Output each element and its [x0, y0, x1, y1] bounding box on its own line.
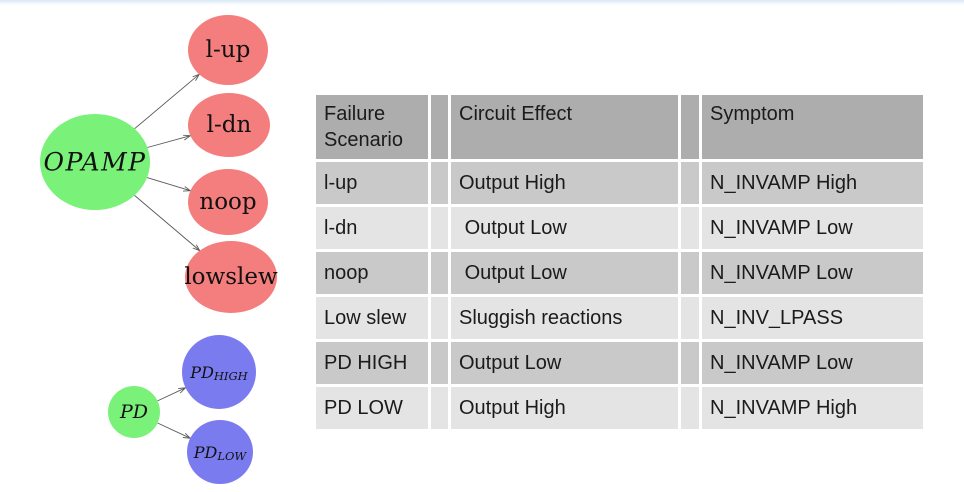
cell-scenario: PD LOW — [316, 387, 428, 429]
node-lowslew — [185, 241, 277, 313]
edge-opamp-noop — [146, 177, 190, 191]
node-opamp-label: OPAMP — [44, 148, 147, 177]
cell-effect: Output Low — [451, 207, 678, 249]
cell-spacer — [681, 162, 699, 204]
pd-high-subscript: HIGH — [213, 369, 249, 383]
cell-scenario: Low slew — [316, 297, 428, 339]
cell-spacer — [681, 297, 699, 339]
node-pd-low — [187, 420, 253, 484]
cell-spacer — [681, 252, 699, 294]
cell-symptom: N_INV_LPASS — [702, 297, 923, 339]
cell-scenario: l-dn — [316, 207, 428, 249]
cell-spacer — [431, 297, 448, 339]
edge-pd-pdlow — [157, 422, 191, 438]
node-l-dn — [188, 93, 270, 157]
node-pd-label: PD — [119, 401, 148, 423]
node-pd-high — [182, 335, 256, 409]
cell-effect: Output High — [451, 387, 678, 429]
cell-spacer — [431, 387, 448, 429]
node-l-dn-label: l-dn — [207, 112, 252, 138]
table-row-noop: noop Output Low N_INVAMP Low — [316, 252, 923, 294]
header-spacer-2 — [681, 95, 699, 159]
header-symptom: Symptom — [702, 95, 923, 159]
cell-symptom: N_INVAMP High — [702, 162, 923, 204]
cell-effect: Output High — [451, 162, 678, 204]
pd-low-main-text: PD — [193, 443, 218, 462]
cell-scenario: PD HIGH — [316, 342, 428, 384]
edge-opamp-l-up — [134, 74, 200, 130]
failure-tree-diagram: OPAMP l-up l-dn noop lowslew PD PDHIGH P… — [40, 15, 278, 484]
cell-effect: Output Low — [451, 252, 678, 294]
failure-table-container: Failure Scenario Circuit Effect Symptom … — [313, 92, 926, 432]
node-pd-low-label: PDLOW — [193, 443, 248, 464]
header-failure-scenario: Failure Scenario — [316, 95, 428, 159]
node-pd-high-label: PDHIGH — [189, 363, 248, 384]
table-row-pd-high: PD HIGH Output Low N_INVAMP Low — [316, 342, 923, 384]
cell-symptom: N_INVAMP Low — [702, 342, 923, 384]
node-noop-label: noop — [199, 189, 256, 215]
node-l-up-label: l-up — [206, 37, 251, 63]
node-lowslew-label: lowslew — [184, 264, 278, 290]
table-row-l-dn: l-dn Output Low N_INVAMP Low — [316, 207, 923, 249]
table-header-row: Failure Scenario Circuit Effect Symptom — [316, 95, 923, 159]
table-row-l-up: l-up Output High N_INVAMP High — [316, 162, 923, 204]
cell-symptom: N_INVAMP Low — [702, 207, 923, 249]
cell-spacer — [431, 252, 448, 294]
cell-symptom: N_INVAMP High — [702, 387, 923, 429]
cell-effect: Sluggish reactions — [451, 297, 678, 339]
cell-spacer — [681, 342, 699, 384]
cell-symptom: N_INVAMP Low — [702, 252, 923, 294]
node-noop — [188, 169, 268, 235]
pd-low-subscript: LOW — [216, 449, 247, 463]
cell-spacer — [431, 162, 448, 204]
edge-pd-pdhigh — [157, 388, 186, 402]
opamp-tree-edges — [134, 74, 200, 250]
edge-opamp-lowslew — [134, 195, 200, 250]
header-spacer-1 — [431, 95, 448, 159]
edge-opamp-l-dn — [147, 136, 190, 148]
cell-spacer — [431, 207, 448, 249]
failure-table: Failure Scenario Circuit Effect Symptom … — [313, 92, 926, 432]
cell-spacer — [681, 207, 699, 249]
node-opamp — [40, 114, 150, 210]
cell-spacer — [431, 342, 448, 384]
header-circuit-effect: Circuit Effect — [451, 95, 678, 159]
pd-tree-edges — [157, 388, 191, 438]
cell-scenario: noop — [316, 252, 428, 294]
window-top-edge-highlight — [0, 0, 964, 5]
cell-effect: Output Low — [451, 342, 678, 384]
cell-scenario: l-up — [316, 162, 428, 204]
table-row-low-slew: Low slew Sluggish reactions N_INV_LPASS — [316, 297, 923, 339]
pd-high-main-text: PD — [189, 363, 214, 382]
cell-spacer — [681, 387, 699, 429]
node-pd — [108, 386, 160, 438]
node-l-up — [188, 15, 268, 85]
table-row-pd-low: PD LOW Output High N_INVAMP High — [316, 387, 923, 429]
